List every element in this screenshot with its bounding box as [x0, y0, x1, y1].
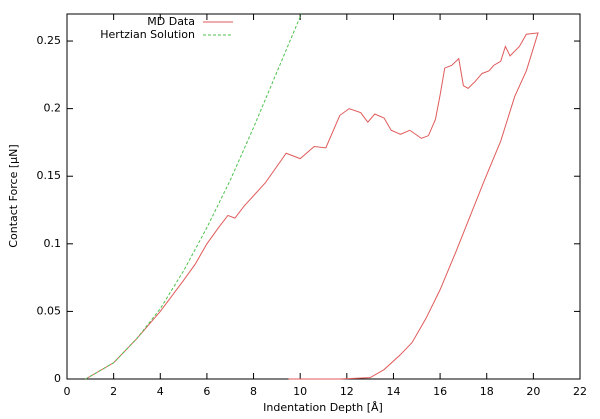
plot-frame: [66, 13, 581, 380]
x-tick-label: 14: [386, 385, 400, 398]
y-tick-label: 0.25: [37, 34, 62, 47]
x-tick-label: 16: [433, 385, 447, 398]
x-tick-label: 10: [293, 385, 307, 398]
x-tick-label: 6: [203, 385, 210, 398]
x-tick-label: 20: [526, 385, 540, 398]
legend-label: MD Data: [147, 15, 195, 28]
x-tick-label: 18: [480, 385, 494, 398]
x-tick-label: 0: [64, 385, 71, 398]
y-axis-label: Contact Force [µN]: [7, 144, 20, 247]
x-axis-label: Indentation Depth [Å]: [263, 401, 383, 414]
data-line: [85, 32, 539, 380]
x-tick-label: 22: [573, 385, 587, 398]
y-tick-label: 0.15: [37, 169, 62, 182]
data-line: [85, 13, 302, 380]
y-tick-label: 0.2: [44, 102, 62, 115]
x-tick-label: 8: [250, 385, 257, 398]
y-tick-label: 0: [54, 372, 61, 385]
x-tick-label: 2: [110, 385, 117, 398]
x-tick-label: 12: [340, 385, 354, 398]
y-tick-label: 0.1: [44, 237, 62, 250]
legend-label: Hertzian Solution: [100, 28, 195, 41]
x-tick-label: 4: [157, 385, 164, 398]
y-tick-label: 0.05: [37, 304, 62, 317]
